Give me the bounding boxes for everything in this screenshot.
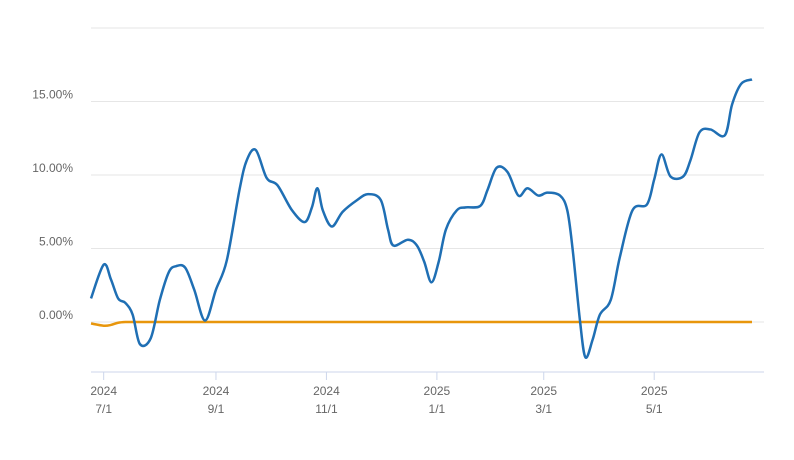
y-tick-label: 15.00% (32, 88, 73, 102)
x-tick-label: 2025 (424, 384, 451, 398)
series-line (90, 320, 752, 328)
x-tick-label: 2024 (203, 384, 230, 398)
x-tick-label: 2024 (90, 384, 117, 398)
x-tick-label: 9/1 (208, 402, 225, 416)
y-tick-label: 5.00% (39, 235, 73, 249)
series-line (89, 78, 753, 359)
x-tick-label: 2025 (530, 384, 557, 398)
x-tick-label: 2024 (313, 384, 340, 398)
x-tick-label: 7/1 (95, 402, 112, 416)
x-tick-label: 3/1 (535, 402, 552, 416)
y-tick-label: 0.00% (39, 308, 73, 322)
x-tick-label: 11/1 (315, 402, 338, 416)
x-tick-label: 2025 (641, 384, 668, 398)
x-tick-label: 1/1 (429, 402, 446, 416)
y-tick-label: 10.00% (32, 161, 73, 175)
x-tick-label: 5/1 (646, 402, 663, 416)
